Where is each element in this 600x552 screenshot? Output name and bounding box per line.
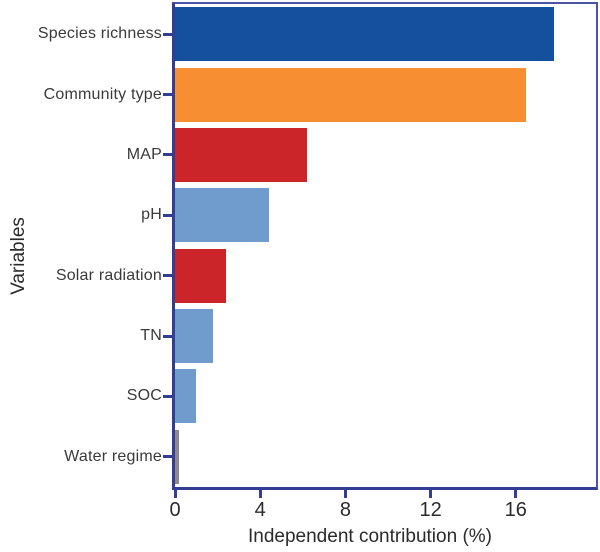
bar-map: [175, 127, 308, 182]
bars: [175, 4, 596, 487]
bar-soc: [175, 369, 197, 424]
category-label-water-regime: Water regime: [64, 447, 162, 465]
bar-row-solar-radiation: [175, 246, 596, 306]
x-tick-mark-12: [429, 490, 433, 498]
bar-row-soc: [175, 366, 596, 426]
bar-solar-radiation: [175, 248, 227, 303]
bar-ph: [175, 188, 269, 243]
x-tick-mark-0: [173, 490, 177, 498]
y-tick-species-richness: [163, 32, 172, 36]
category-label-solar-radiation: Solar radiation: [55, 266, 162, 284]
x-tick-label-8: 8: [339, 499, 351, 521]
bar-water-regime: [175, 429, 180, 484]
x-axis-ticks: 0 4 8 12 16: [169, 490, 599, 530]
y-tick-ph: [163, 213, 172, 217]
x-tick-label-12: 12: [419, 499, 442, 521]
bar-community-type: [175, 67, 527, 122]
category-label-ph: pH: [141, 206, 162, 224]
bar-tn: [175, 309, 214, 364]
bar-row-ph: [175, 185, 596, 245]
label-row-community-type: Community type: [0, 64, 172, 124]
x-tick-mark-16: [514, 490, 518, 498]
bar-row-map: [175, 125, 596, 185]
label-row-species-richness: Species richness: [0, 4, 172, 64]
bar-row-community-type: [175, 64, 596, 124]
label-row-water-regime: Water regime: [0, 427, 172, 487]
x-axis-title: Independent contribution (%): [248, 526, 492, 547]
y-tick-tn: [163, 334, 172, 338]
category-label-map: MAP: [126, 145, 162, 163]
bar-species-richness: [175, 7, 555, 62]
y-tick-community-type: [163, 93, 172, 97]
bar-row-tn: [175, 306, 596, 366]
category-label-tn: TN: [140, 327, 162, 345]
category-label-soc: SOC: [126, 387, 162, 405]
x-tick-mark-8: [343, 490, 347, 498]
label-row-solar-radiation: Solar radiation: [0, 246, 172, 306]
x-tick-label-4: 4: [254, 499, 266, 521]
x-tick-label-0: 0: [169, 499, 181, 521]
y-tick-solar-radiation: [163, 274, 172, 278]
label-row-soc: SOC: [0, 366, 172, 426]
bar-row-water-regime: [175, 427, 596, 487]
bar-row-species-richness: [175, 4, 596, 64]
category-label-community-type: Community type: [43, 85, 162, 103]
label-row-map: MAP: [0, 125, 172, 185]
x-tick-mark-4: [258, 490, 262, 498]
label-row-tn: TN: [0, 306, 172, 366]
y-tick-map: [163, 153, 172, 157]
plot-area: R2 = 0.50: [172, 2, 598, 490]
y-tick-water-regime: [163, 455, 172, 459]
category-label-species-richness: Species richness: [37, 25, 162, 43]
category-labels: Species richness Community type MAP pH Solar…: [0, 4, 172, 487]
x-tick-label-16: 16: [504, 499, 527, 521]
label-row-ph: pH: [0, 185, 172, 245]
y-tick-soc: [163, 394, 172, 398]
